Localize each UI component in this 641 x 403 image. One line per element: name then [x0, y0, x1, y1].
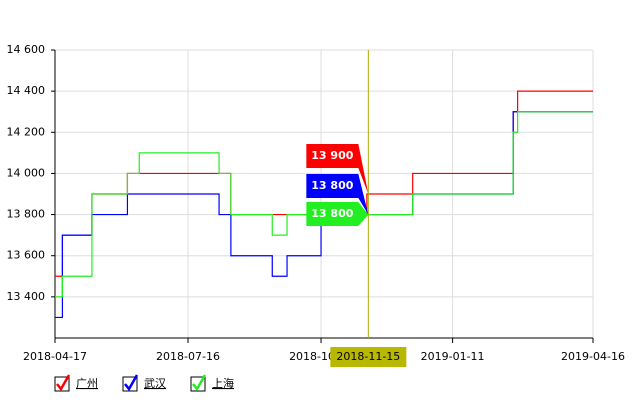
tooltip-label: 13 900	[311, 149, 353, 162]
legend-check	[124, 374, 139, 392]
tooltip-box	[306, 202, 369, 226]
crosshair-x-box	[330, 347, 407, 367]
y-tick-label: 14 200	[7, 125, 46, 138]
legend-check	[56, 374, 71, 392]
x-tick-label: 2019-04-16	[561, 350, 625, 363]
legend-label: 武汉	[144, 377, 166, 390]
series-line	[55, 111, 593, 298]
y-tick-label: 13 600	[7, 249, 46, 262]
tooltip-box	[306, 144, 369, 194]
tooltip-label: 13 800	[311, 179, 353, 192]
y-tick-label: 14 000	[7, 166, 46, 179]
x-tick-label: 2019-01-11	[421, 350, 485, 363]
crosshair-x-label: 2018-11-15	[336, 350, 400, 363]
x-tick-label: 2018-07-16	[156, 350, 220, 363]
legend-check	[192, 374, 207, 392]
legend-label: 广州	[76, 377, 98, 390]
y-tick-label: 13 800	[7, 208, 46, 221]
y-tick-label: 13 400	[7, 290, 46, 303]
x-tick-label: 2018-04-17	[23, 350, 87, 363]
legend-label: 上海	[212, 376, 234, 390]
y-tick-label: 14 400	[7, 84, 46, 97]
y-tick-label: 14 600	[7, 43, 46, 56]
tooltip-label: 13 800	[311, 207, 353, 220]
tooltip-box	[306, 174, 369, 215]
